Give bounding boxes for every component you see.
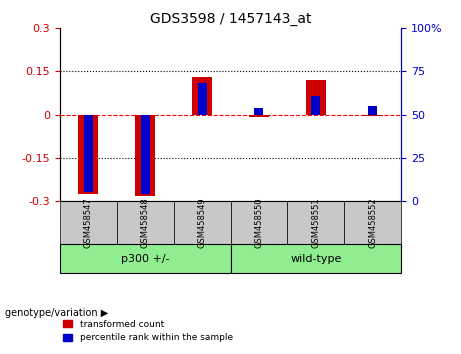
Text: GSM458547: GSM458547 [84,197,93,248]
Text: GSM458552: GSM458552 [368,197,377,248]
Bar [311,96,320,114]
Title: GDS3598 / 1457143_at: GDS3598 / 1457143_at [150,12,311,26]
Bar [192,77,212,114]
FancyBboxPatch shape [230,201,287,245]
Text: GSM458551: GSM458551 [311,197,320,248]
Bar [368,106,377,114]
Bar [254,108,263,114]
FancyBboxPatch shape [60,201,117,245]
Bar [363,114,383,116]
Bar [306,80,326,114]
FancyBboxPatch shape [174,201,230,245]
Text: wild-type: wild-type [290,254,342,264]
Bar [249,114,269,118]
Text: genotype/variation ▶: genotype/variation ▶ [5,308,108,318]
Bar [84,114,93,192]
FancyBboxPatch shape [117,201,174,245]
FancyBboxPatch shape [344,201,401,245]
Legend: transformed count, percentile rank within the sample: transformed count, percentile rank withi… [60,316,236,346]
Bar [135,114,155,196]
Text: GSM458550: GSM458550 [254,197,263,248]
Text: p300 +/-: p300 +/- [121,254,170,264]
FancyBboxPatch shape [60,245,230,273]
FancyBboxPatch shape [230,245,401,273]
Text: GSM458548: GSM458548 [141,197,150,248]
Bar [141,114,150,194]
Bar [78,114,98,194]
Text: GSM458549: GSM458549 [198,197,207,248]
FancyBboxPatch shape [287,201,344,245]
Bar [198,84,207,114]
